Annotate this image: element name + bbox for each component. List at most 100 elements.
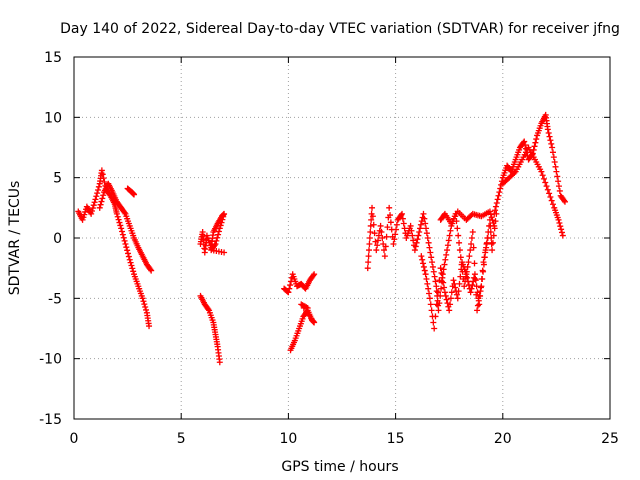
data-point: [384, 224, 391, 231]
data-point: [373, 247, 380, 254]
data-point: [119, 228, 126, 235]
data-point: [412, 243, 419, 250]
data-point: [438, 285, 445, 292]
data-point: [381, 247, 388, 254]
data-point: [482, 249, 489, 256]
data-point: [544, 186, 551, 193]
data-point: [95, 186, 102, 193]
data-point: [496, 189, 503, 196]
data-point: [408, 227, 415, 234]
data-point: [521, 138, 528, 145]
data-point: [441, 284, 448, 291]
data-point: [554, 173, 561, 180]
data-point: [447, 301, 454, 308]
data-point: [432, 278, 439, 285]
data-point: [421, 215, 428, 222]
data-point: [99, 195, 106, 202]
data-point: [432, 313, 439, 320]
data-point: [491, 210, 498, 217]
data-point: [308, 315, 315, 322]
data-point: [310, 272, 317, 279]
data-point: [552, 163, 559, 170]
data-point: [556, 187, 563, 194]
data-point: [467, 289, 474, 296]
data-point: [392, 231, 399, 238]
data-point: [433, 301, 440, 308]
data-point: [447, 227, 454, 234]
data-point: [420, 210, 427, 217]
data-point: [97, 201, 104, 208]
data-segment: [418, 235, 491, 332]
data-point: [557, 223, 564, 230]
data-point: [121, 237, 128, 244]
data-point: [285, 289, 292, 296]
data-point: [493, 200, 500, 207]
data-point: [94, 190, 101, 197]
data-point: [400, 220, 407, 227]
data-point: [420, 263, 427, 270]
data-point: [377, 222, 384, 229]
data-point: [428, 307, 435, 314]
data-point: [427, 249, 434, 256]
data-point: [431, 273, 438, 280]
data-point: [98, 198, 105, 205]
data-point: [430, 319, 437, 326]
data-point: [130, 268, 137, 275]
data-point: [218, 219, 225, 226]
data-point: [393, 226, 400, 233]
data-point: [538, 168, 545, 175]
data-point: [545, 130, 552, 137]
data-point: [488, 241, 495, 248]
data-point: [399, 210, 406, 217]
data-point: [213, 237, 220, 244]
data-point: [383, 233, 390, 240]
data-point: [91, 199, 98, 206]
data-point: [467, 247, 474, 254]
data-point: [456, 239, 463, 246]
data-point: [140, 298, 147, 305]
data-point: [429, 259, 436, 266]
data-point: [555, 178, 562, 185]
data-point: [116, 219, 123, 226]
data-point: [375, 232, 382, 239]
data-point: [443, 296, 450, 303]
data-point: [494, 196, 501, 203]
data-point: [555, 216, 562, 223]
data-point: [422, 220, 429, 227]
data-point: [113, 210, 120, 217]
data-point: [483, 244, 490, 251]
data-point: [487, 228, 494, 235]
data-point: [549, 149, 556, 156]
data-point: [79, 216, 86, 223]
data-point: [543, 183, 550, 190]
data-point: [561, 197, 568, 204]
data-point: [555, 183, 562, 190]
data-point: [424, 280, 431, 287]
y-tick-label: 0: [53, 231, 62, 247]
data-point: [393, 221, 400, 228]
data-point: [426, 295, 433, 302]
data-point: [124, 247, 131, 254]
data-point: [81, 211, 88, 218]
data-point: [461, 283, 468, 290]
data-point: [442, 256, 449, 263]
data-point: [547, 193, 554, 200]
data-point: [547, 137, 554, 144]
data-segment: [124, 185, 138, 198]
data-point: [219, 216, 226, 223]
data-point: [457, 273, 464, 280]
data-point: [472, 277, 479, 284]
data-point: [125, 253, 132, 260]
data-point: [374, 242, 381, 249]
data-point: [221, 249, 228, 256]
data-point: [287, 282, 294, 289]
data-point: [366, 235, 373, 241]
data-point: [371, 230, 378, 237]
data-point: [92, 196, 99, 203]
data-point: [549, 201, 556, 208]
data-point: [304, 304, 311, 311]
y-axis-label: SDTVAR / TECUs: [7, 181, 23, 296]
data-point: [131, 191, 138, 198]
data-point: [216, 225, 223, 232]
